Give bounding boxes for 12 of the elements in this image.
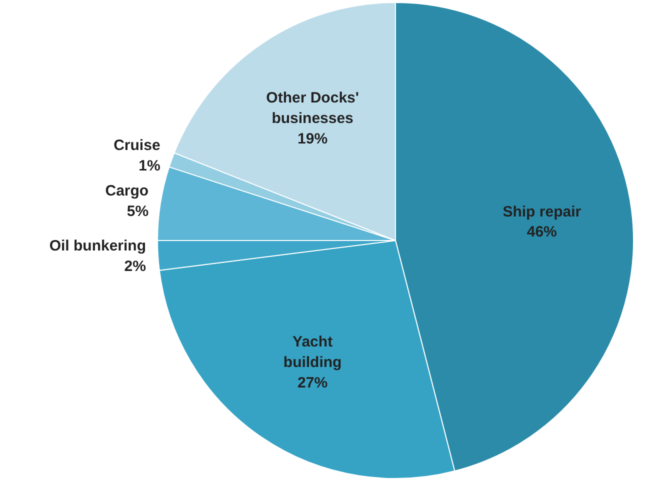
data-label: 2% bbox=[124, 258, 146, 275]
slice-label: Oil bunkering bbox=[49, 238, 146, 254]
slice-label: Other Docks' businesses bbox=[266, 90, 359, 127]
slice-label: Cruise bbox=[114, 137, 160, 154]
slice-label: Cargo bbox=[105, 182, 149, 200]
data-label: 5% bbox=[126, 203, 149, 220]
data-label: 1% bbox=[138, 158, 160, 175]
slice-label: Yacht building bbox=[283, 334, 342, 372]
slice-label: Ship repair bbox=[502, 203, 582, 220]
data-label: 27% bbox=[298, 374, 328, 392]
data-label: 19% bbox=[298, 130, 328, 148]
data-label: 46% bbox=[526, 224, 557, 241]
